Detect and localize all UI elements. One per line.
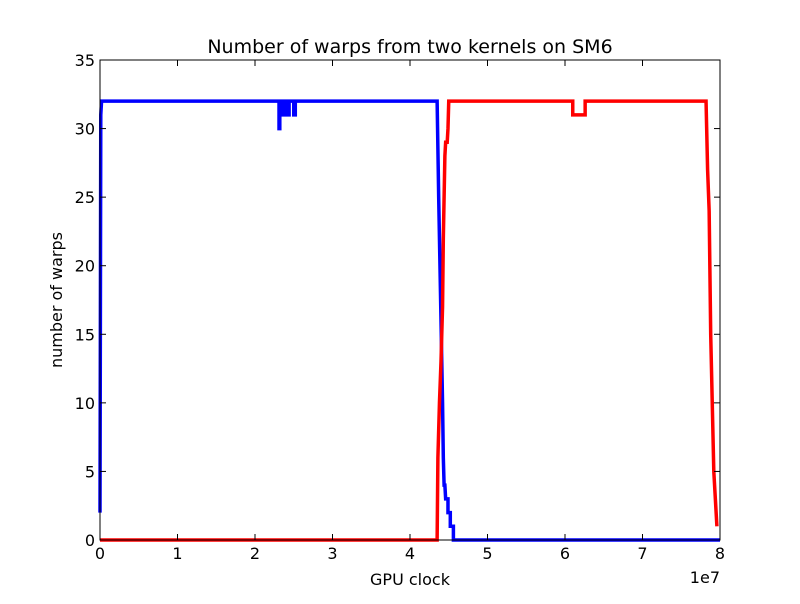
x-tick-label: 7 xyxy=(637,544,647,563)
x-tick-label: 5 xyxy=(482,544,492,563)
y-tick-label: 20 xyxy=(75,257,95,276)
x-axis-label: GPU clock xyxy=(370,570,451,589)
series-line-1 xyxy=(98,99,720,542)
series-layer xyxy=(98,99,720,542)
series-line-2 xyxy=(100,99,719,542)
x-tick-label: 2 xyxy=(250,544,260,563)
x-axis-offset-label: 1e7 xyxy=(690,568,720,587)
ticks-layer: 0 1 2 3 4 5 6 7 8 0 5 10 15 20 25 30 35 xyxy=(75,51,725,563)
y-tick-label: 15 xyxy=(75,325,95,344)
x-tick-label: 6 xyxy=(560,544,570,563)
x-tick-label: 3 xyxy=(327,544,337,563)
y-tick-label: 35 xyxy=(75,51,95,70)
x-tick-label: 4 xyxy=(405,544,415,563)
x-tick-label: 1 xyxy=(172,544,182,563)
y-tick-label: 5 xyxy=(85,462,95,481)
y-tick-label: 0 xyxy=(85,531,95,550)
y-tick-label: 10 xyxy=(75,394,95,413)
chart-title: Number of warps from two kernels on SM6 xyxy=(207,36,612,58)
x-tick-label: 0 xyxy=(95,544,105,563)
y-tick-label: 25 xyxy=(75,188,95,207)
y-tick-label: 30 xyxy=(75,120,95,139)
y-axis-label: number of warps xyxy=(47,232,66,368)
x-tick-label: 8 xyxy=(715,544,725,563)
